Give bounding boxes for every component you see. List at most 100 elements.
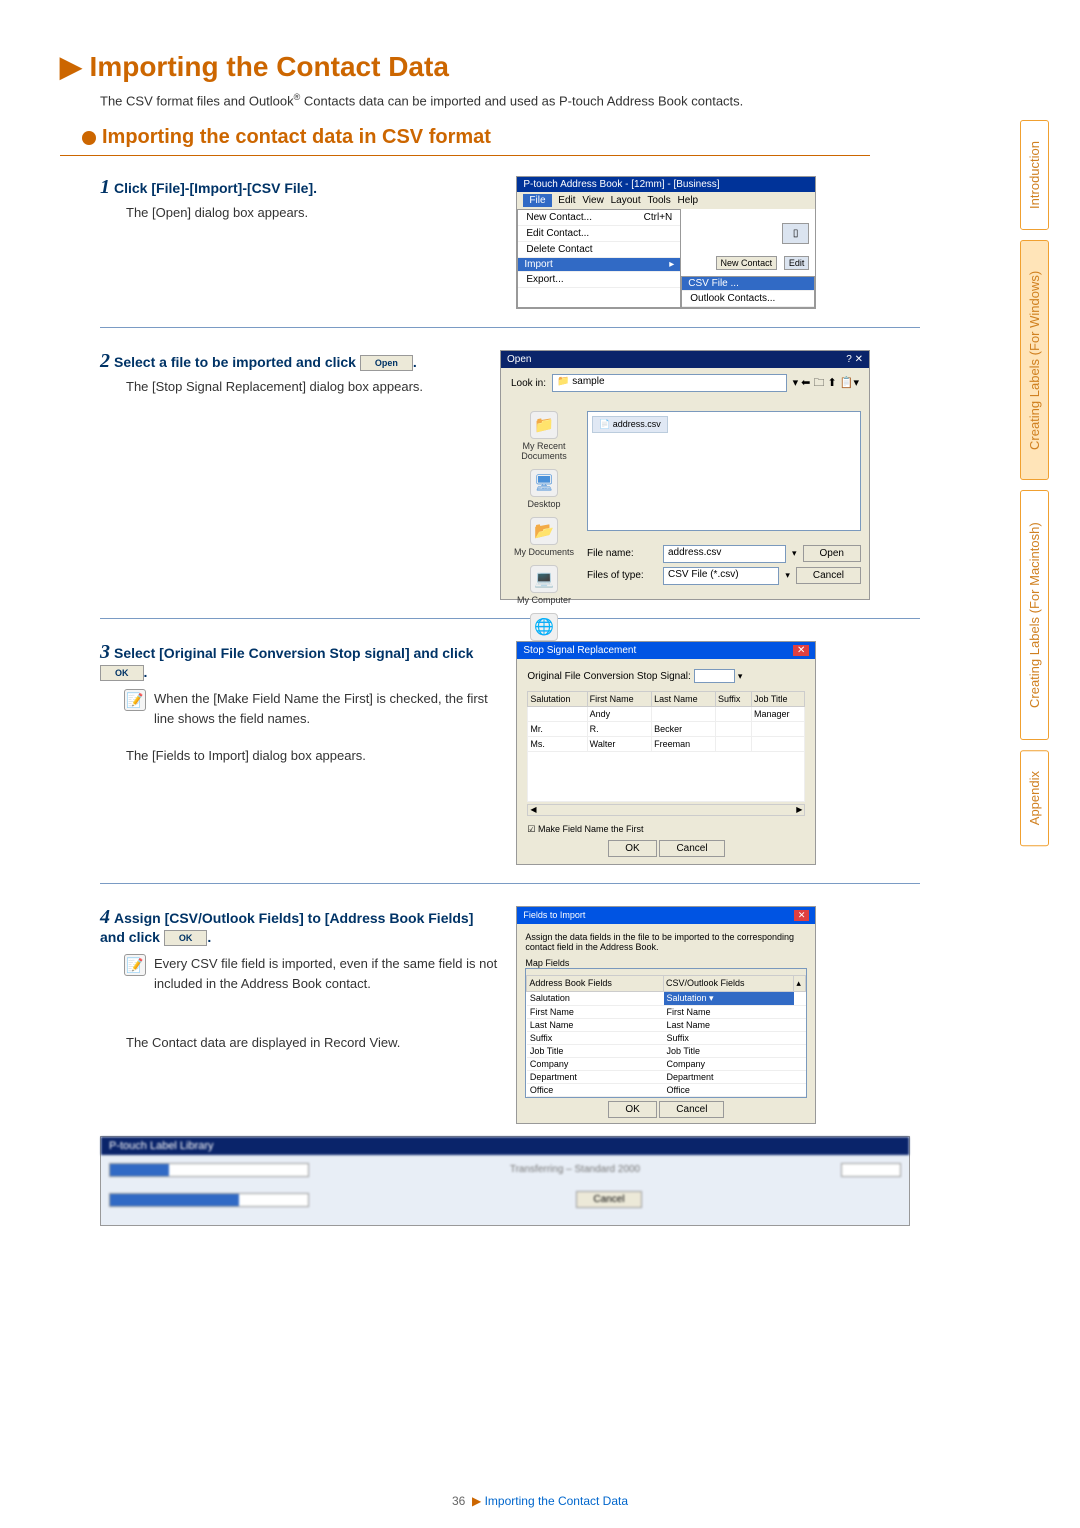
- step4-desc2: The Contact data are displayed in Record…: [126, 1033, 501, 1053]
- ss4-map-table: Address Book FieldsCSV/Outlook Fields▴ S…: [526, 975, 806, 1098]
- ss3-scroll-left[interactable]: ◀: [528, 805, 538, 815]
- side-tabs: Introduction Creating Labels (For Window…: [1020, 120, 1056, 856]
- ss4-desc: Assign the data fields in the file to be…: [525, 932, 807, 952]
- ok-button-inline-2: OK: [164, 930, 208, 946]
- step1-title: 1Click [File]-[Import]-[CSV File].: [100, 176, 501, 199]
- ss2-filetype-combo[interactable]: CSV File (*.csv): [663, 567, 779, 585]
- ss1-export[interactable]: Export...: [518, 272, 680, 288]
- ss2-filename-input[interactable]: address.csv: [663, 545, 786, 563]
- step-1: 1Click [File]-[Import]-[CSV File]. The […: [100, 176, 870, 309]
- step-3: 3Select [Original File Conversion Stop s…: [100, 641, 870, 865]
- page-footer: 36 ▶ Importing the Contact Data: [0, 1494, 1080, 1508]
- open-button-inline: Open: [360, 355, 413, 371]
- ss1-menubar: File Edit View Layout Tools Help: [517, 192, 815, 209]
- screenshot-open-dialog: Open ? ✕ Look in: 📁 sample ▾ ⬅ 🗀 ⬆ 📋▾ 📁M…: [500, 350, 870, 600]
- ss2-open-button[interactable]: Open: [803, 545, 861, 562]
- ss5-titlebar: P-touch Label Library: [101, 1137, 909, 1155]
- ss2-file-item[interactable]: 📄 address.csv: [592, 416, 668, 433]
- screenshot-file-menu: P-touch Address Book - [12mm] - [Busines…: [516, 176, 816, 309]
- ss2-nav-icons[interactable]: ▾ ⬅ 🗀 ⬆ 📋▾: [793, 374, 859, 393]
- ss1-outlook-contacts[interactable]: Outlook Contacts...: [682, 291, 814, 307]
- ss1-new-contact[interactable]: New Contact... Ctrl+N: [518, 210, 680, 226]
- ss2-recent[interactable]: 📁My Recent Documents: [509, 411, 579, 461]
- ss3-titlebar: Stop Signal Replacement ✕: [517, 642, 815, 659]
- note-icon-2: 📝: [124, 954, 146, 976]
- tab-labels-windows[interactable]: Creating Labels (For Windows): [1020, 240, 1049, 480]
- ss5-progress-3: [109, 1193, 309, 1207]
- ss5-status: Transferring – Standard 2000: [313, 1164, 837, 1175]
- ok-button-inline-1: OK: [100, 665, 144, 681]
- ss3-h1: First Name: [587, 691, 652, 706]
- ss1-delete-contact[interactable]: Delete Contact: [518, 242, 680, 258]
- ss3-select[interactable]: Comma: [694, 669, 736, 683]
- ss1-edit-contact[interactable]: Edit Contact...: [518, 226, 680, 242]
- ss4-close[interactable]: ✕: [794, 910, 810, 921]
- ss1-toolbar-edit[interactable]: Edit: [784, 256, 810, 270]
- ss4-cancel-button[interactable]: Cancel: [659, 1101, 724, 1118]
- screenshot-fields-import: Fields to Import ✕ Assign the data field…: [516, 906, 816, 1124]
- step-4: 4Assign [CSV/Outlook Fields] to [Address…: [100, 906, 870, 1124]
- step3-note: When the [Make Field Name the First] is …: [154, 689, 501, 728]
- ss1-menu-edit[interactable]: Edit: [558, 195, 575, 206]
- ss5-progress-2: [841, 1163, 901, 1177]
- tab-appendix[interactable]: Appendix: [1020, 750, 1049, 846]
- ss2-mycomp[interactable]: 💻My Computer: [509, 565, 579, 605]
- ss1-menu-help[interactable]: Help: [678, 195, 699, 206]
- ss2-cancel-button[interactable]: Cancel: [796, 567, 861, 584]
- ss3-h0: Salutation: [528, 691, 587, 706]
- ss2-file-list[interactable]: 📄 address.csv: [587, 411, 861, 531]
- ss2-lookin-label: Look in:: [511, 378, 546, 389]
- step2-title: 2Select a file to be imported and click …: [100, 350, 485, 373]
- ss2-mydocs[interactable]: 📂My Documents: [509, 517, 579, 557]
- ss3-scroll-right[interactable]: ▶: [794, 805, 804, 815]
- divider-step3: [100, 883, 920, 884]
- ss2-desktop[interactable]: 🖥Desktop: [509, 469, 579, 509]
- tab-labels-mac[interactable]: Creating Labels (For Macintosh): [1020, 490, 1049, 740]
- ss2-filename-label: File name:: [587, 548, 657, 559]
- ss1-menu-layout[interactable]: Layout: [611, 195, 641, 206]
- ss4-titlebar: Fields to Import ✕: [517, 907, 815, 924]
- ss1-menu-file[interactable]: File: [523, 194, 551, 207]
- ss3-checkbox[interactable]: ☑ Make Field Name the First: [527, 824, 805, 835]
- ss4-map-label: Map Fields: [525, 958, 807, 968]
- ss4-row-hl[interactable]: Salutation ▾: [664, 991, 794, 1005]
- screenshot-stop-signal: Stop Signal Replacement ✕ Original File …: [516, 641, 816, 865]
- step3-desc2: The [Fields to Import] dialog box appear…: [126, 746, 501, 766]
- ss1-menu-view[interactable]: View: [582, 195, 604, 206]
- divider-step1: [100, 327, 920, 328]
- ss2-help-close[interactable]: ? ✕: [846, 354, 863, 365]
- sub-heading: Importing the contact data in CSV format: [82, 126, 870, 149]
- ss3-cancel-button[interactable]: Cancel: [659, 840, 724, 857]
- ss3-preview-table: Salutation First Name Last Name Suffix J…: [527, 691, 805, 802]
- step4-title: 4Assign [CSV/Outlook Fields] to [Address…: [100, 906, 501, 946]
- ss4-ok-button[interactable]: OK: [608, 1101, 656, 1118]
- ss3-h4: Job Title: [752, 691, 805, 706]
- page-number: 36: [452, 1494, 465, 1508]
- step1-desc: The [Open] dialog box appears.: [126, 203, 501, 223]
- step2-desc: The [Stop Signal Replacement] dialog box…: [126, 377, 485, 397]
- ss1-toolbar-new-contact[interactable]: New Contact: [716, 256, 778, 270]
- ss3-h2: Last Name: [652, 691, 716, 706]
- step-2: 2Select a file to be imported and click …: [100, 350, 870, 600]
- step3-title: 3Select [Original File Conversion Stop s…: [100, 641, 501, 681]
- ss1-menu-tools[interactable]: Tools: [647, 195, 670, 206]
- sub-dot-icon: [82, 131, 96, 145]
- intro-text: The CSV format files and Outlook® Contac…: [100, 91, 870, 111]
- ss1-import[interactable]: Import▸: [518, 258, 680, 272]
- screenshot-transfer: P-touch Label Library Transferring – Sta…: [100, 1136, 910, 1226]
- ss1-csv-file[interactable]: CSV File ...: [682, 277, 814, 291]
- step4-note: Every CSV file field is imported, even i…: [154, 954, 501, 993]
- ss2-places-bar: 📁My Recent Documents 🖥Desktop 📂My Docume…: [509, 411, 579, 671]
- ss3-close[interactable]: ✕: [793, 645, 809, 656]
- ss4-col2: CSV/Outlook Fields: [664, 975, 794, 991]
- ss3-label: Original File Conversion Stop Signal:: [527, 671, 690, 682]
- tab-introduction[interactable]: Introduction: [1020, 120, 1049, 230]
- ss2-lookin-combo[interactable]: 📁 sample: [552, 374, 787, 392]
- ss3-ok-button[interactable]: OK: [608, 840, 656, 857]
- ss4-col1: Address Book Fields: [527, 975, 664, 991]
- page-title: Importing the Contact Data: [90, 51, 449, 82]
- ss5-cancel-button[interactable]: Cancel: [576, 1191, 641, 1208]
- ss1-titlebar: P-touch Address Book - [12mm] - [Busines…: [517, 177, 815, 192]
- ss1-btn-new[interactable]: ▯: [782, 223, 810, 244]
- ss2-filetype-label: Files of type:: [587, 570, 657, 581]
